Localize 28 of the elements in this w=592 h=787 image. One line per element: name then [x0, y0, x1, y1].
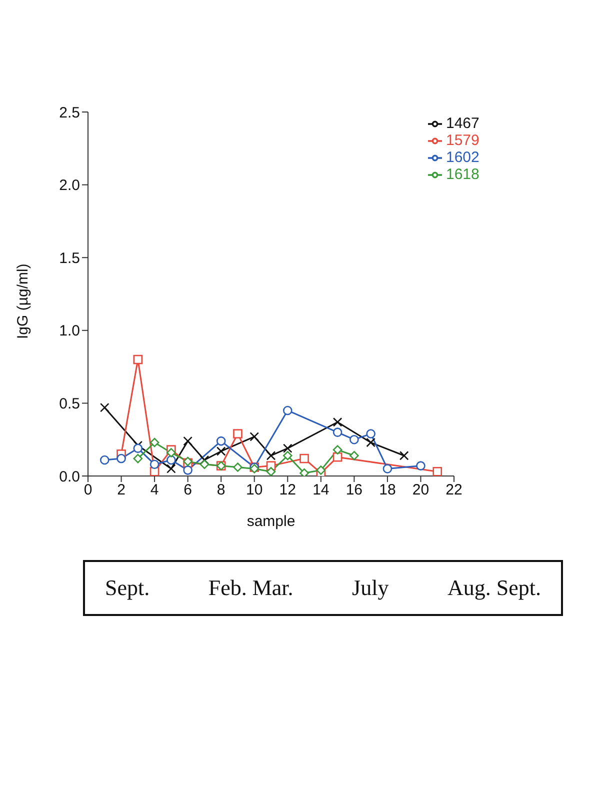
y-tick-label: 2.0 — [59, 177, 80, 194]
text: Sept. — [105, 575, 150, 601]
x-tick-label: 8 — [216, 482, 226, 499]
legend-label: 1618 — [446, 166, 480, 183]
y-axis-title: IgG (µg/ml) — [14, 264, 32, 339]
x-tick-label: 0 — [84, 482, 92, 499]
y-tick-label: 0.0 — [59, 468, 80, 486]
legend-label: 1467 — [446, 115, 480, 132]
text: Aug. Sept. — [447, 575, 541, 601]
y-tick-label: 2.5 — [59, 104, 80, 122]
x-tick-label: 22 — [446, 482, 462, 499]
y-tick-label: 1.0 — [59, 322, 80, 340]
text: Feb. Mar. — [208, 575, 294, 601]
x-tick-label: 16 — [346, 482, 363, 499]
x-tick-label: 20 — [412, 482, 430, 499]
y-tick-label: 1.5 — [59, 250, 80, 267]
x-tick-label: 10 — [246, 482, 263, 499]
x-tick-label: 4 — [150, 482, 159, 499]
y-tick-label: 0.5 — [59, 396, 80, 413]
text: July — [352, 575, 389, 601]
x-tick-label: 18 — [379, 482, 396, 499]
legend-label: 1602 — [446, 149, 480, 166]
x-tick-label: 2 — [117, 482, 126, 499]
x-axis-title: sample — [246, 513, 296, 530]
x-tick-label: 6 — [184, 482, 192, 499]
x-tick-label: 14 — [312, 482, 330, 499]
x-tick-label: 12 — [279, 482, 296, 499]
legend-label: 1579 — [446, 132, 480, 149]
